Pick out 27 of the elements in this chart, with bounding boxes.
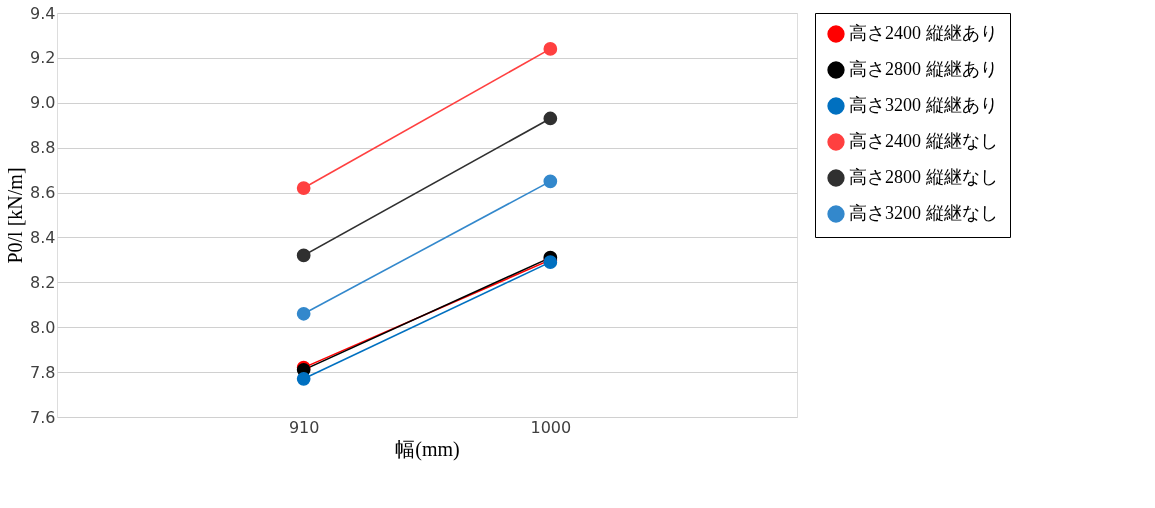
y-tick-label: 9.2: [30, 48, 56, 68]
y-axis-title: P0/l [kN/m]: [4, 167, 27, 264]
y-tick-label: 8.4: [30, 227, 56, 247]
y-tick-label: 8.0: [30, 317, 56, 337]
x-tick-label: 1000: [530, 417, 572, 437]
y-tick-label: 9.4: [30, 3, 56, 23]
x-tick-label: 910: [288, 417, 320, 437]
y-tick-label: 7.8: [30, 362, 56, 382]
legend-label: 高さ3200 縦継あり: [849, 95, 998, 115]
point: [543, 111, 558, 126]
legend-label: 高さ3200 縦継なし: [849, 203, 998, 223]
y-tick-label: 7.6: [30, 407, 56, 427]
legend-label: 高さ2400 縦継なし: [849, 131, 998, 151]
y-tick-label: 8.2: [30, 272, 56, 292]
point: [296, 371, 311, 386]
y-tick-label: 8.8: [30, 138, 56, 158]
point: [543, 42, 558, 56]
legend-label: 高さ2800 縦継あり: [849, 59, 998, 79]
y-tick-label: 8.6: [30, 183, 56, 203]
legend-label: 高さ2800 縦継なし: [849, 167, 998, 187]
point: [296, 181, 311, 195]
x-axis-title: 幅(mm): [395, 437, 460, 461]
point: [296, 306, 311, 321]
legend-label: 高さ2400 縦継あり: [849, 23, 998, 43]
y-tick-label: 9.0: [30, 93, 56, 113]
point: [296, 248, 311, 263]
point: [543, 174, 558, 189]
